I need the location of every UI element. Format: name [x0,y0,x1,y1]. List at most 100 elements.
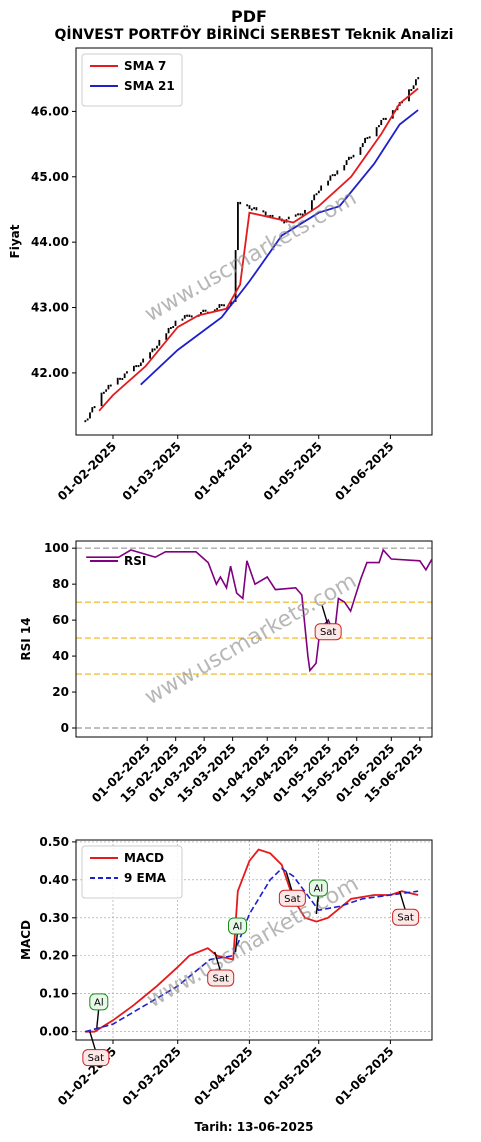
price-bar-103 [415,79,417,86]
price-bar-65 [294,214,297,217]
price-x-tick-label-0: 01-02-2025 [55,439,119,503]
price-bar-10 [116,377,119,385]
ema-line [84,867,419,1033]
price-bar-67 [299,213,302,216]
price-x-tick-label-3: 01-05-2025 [261,439,325,503]
macd-y-tick-label-1: 0.10 [39,987,69,1001]
rsi-line [86,548,432,673]
price-bar-28 [172,326,175,329]
price-x-tick-label-2: 01-04-2025 [191,439,255,503]
price-y-tick-label-4: 46.00 [31,104,69,118]
macd-annotation-arrow-2 [214,951,222,973]
price-bar-54 [255,207,258,211]
price-bar-32 [186,314,188,317]
price-bar-20 [149,352,151,359]
price-bar-21 [151,348,154,353]
price-y-axis-label: Fiyat [8,224,22,258]
price-bar-47 [234,250,237,302]
macd-annotation-box-4 [278,889,306,907]
price-bar-94 [384,117,387,120]
price-bar-14 [126,371,128,374]
macd-x-tick-label-1: 01-03-2025 [120,1044,184,1108]
price-bar-89 [368,136,371,139]
price-bar-62 [283,221,286,224]
price-bar-83 [350,156,353,159]
price-bar-51 [248,205,251,209]
price-bar-87 [364,137,366,144]
price-bar-102 [412,85,415,90]
macd-annotation-arrow-3 [234,931,239,953]
price-bar-1 [86,418,89,421]
price-bar-9 [109,384,112,387]
price-y-tick-label-3: 45.00 [31,170,69,184]
price-bar-31 [183,315,186,319]
macd-annotation-box-5 [308,879,328,897]
price-x-tick-label-1: 01-03-2025 [120,439,184,503]
price-bar-73 [317,190,320,194]
price-bar-52 [250,208,253,211]
sma21-line [140,109,419,386]
price-panel: 42.00 43.00 44.00 45.00 46.00 01-02-2025 01-03… [8,47,433,503]
rsi-axes-frame [75,540,433,738]
macd-annotation-arrow-1 [96,1007,100,1028]
x-axis-label: Tarih: 13-06-2025 [194,1120,313,1134]
macd-annotation-box-0 [82,1049,110,1067]
macd-annotation-label-5: Al [314,884,324,895]
macd-y-tick-label-4: 0.40 [39,873,69,887]
price-bar-38 [204,309,207,312]
sma7-line [98,87,419,412]
price-bar-55 [262,210,265,213]
price-bar-71 [313,194,316,201]
macd-annotation-box-6 [392,908,420,926]
price-bar-26 [167,327,170,334]
price-bar-104 [417,77,420,80]
rsi-legend-label: RSI [124,554,146,568]
price-axes-frame [75,47,433,436]
price-bar-86 [361,143,364,148]
price-y-tick-label-2: 44.00 [31,235,69,249]
price-bar-11 [119,377,121,380]
macd-y-tick-label-0: 0.00 [39,1025,69,1039]
macd-annotation-label-2: Sat [212,973,228,984]
rsi-y-tick-label-0: 0 [61,721,69,735]
price-bar-59 [271,214,274,217]
macd-annotation-label-0: Sat [88,1053,104,1064]
price-bar-101 [410,89,413,92]
price-bar-92 [380,119,383,126]
price-y-tick-label-0: 42.00 [31,366,69,380]
price-bar-58 [269,214,272,217]
macd-annotation-arrow-4 [285,872,294,893]
price-bar-7 [105,389,108,392]
price-x-tick-label-4: 01-06-2025 [332,439,396,503]
macd-y-tick-label-5: 0.50 [39,835,69,849]
price-bar-19 [142,358,145,363]
price-bar-79 [336,170,339,175]
price-bar-66 [297,213,299,216]
price-y-tick-label-1: 43.00 [31,301,69,315]
price-bar-30 [181,318,184,321]
price-bar-3 [91,407,94,413]
rsi-panel: 02040608010001-02-202515-02-202501-03-20… [19,540,433,805]
price-bar-82 [347,156,350,161]
price-bar-2 [89,412,91,419]
price-bar-4 [93,406,96,409]
rsi-y-tick-label-4: 80 [52,577,69,591]
price-bar-77 [331,174,334,177]
price-bar-16 [135,365,138,368]
price-bar-64 [287,216,290,220]
price-bar-37 [202,309,205,313]
price-bar-48 [237,201,239,251]
macd-y-axis-label: MACD [19,920,33,960]
price-bar-50 [246,204,249,207]
chart-subtitle: QİNVEST PORTFÖY BİRİNCİ SERBEST Teknik A… [55,25,454,43]
price-bar-15 [132,365,135,372]
price-bar-91 [378,125,380,128]
macd-x-tick-label-3: 01-05-2025 [261,1044,325,1108]
price-bar-23 [156,345,158,349]
price-bar-17 [137,365,140,368]
price-bar-81 [345,160,348,166]
price-bar-24 [158,339,161,346]
price-bar-33 [188,314,191,317]
